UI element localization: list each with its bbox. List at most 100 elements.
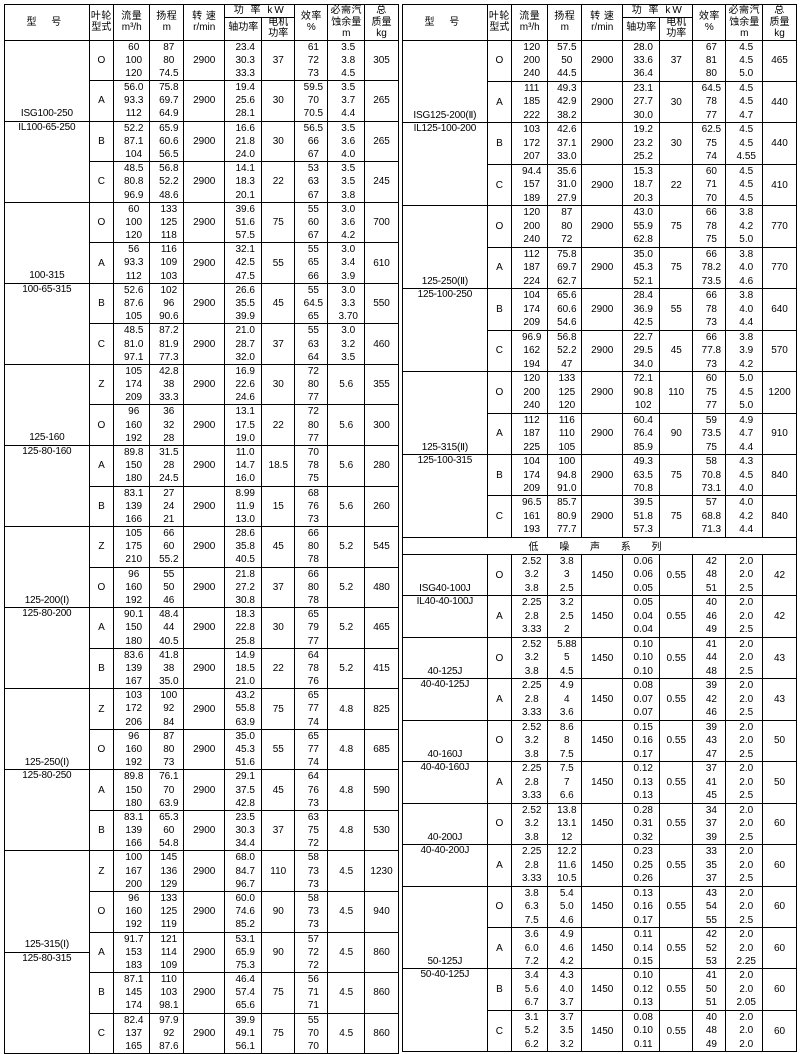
npsh-cell-line: 3.8 xyxy=(341,189,356,201)
head-cell: 85.7 80.9 77.7 xyxy=(547,495,583,538)
flow-cell-line: 3.6 xyxy=(524,929,539,941)
shaft-power-cell: 0.10 0.12 0.13 xyxy=(622,968,661,1011)
npsh-cell-line: 3.7 xyxy=(341,95,356,107)
efficiency-line: 65 xyxy=(307,690,319,702)
flow-cell: 112 187 225 xyxy=(511,412,549,456)
flow-cell-line: 185 xyxy=(523,96,541,108)
model-code-secondary: 40-40-200J xyxy=(420,845,470,857)
efficiency-line: 72 xyxy=(307,946,319,958)
shaft-power-cell: 0.11 0.14 0.15 xyxy=(622,927,661,970)
efficiency-line: 44 xyxy=(705,652,717,664)
speed-cell: 2900 xyxy=(581,163,624,207)
npsh-cell-line: 4.2 xyxy=(739,358,754,370)
flow-cell-line: 112 xyxy=(523,248,540,260)
speed-cell: 2900 xyxy=(581,39,624,82)
motor-power-cell: 110 xyxy=(261,850,296,892)
flow-cell: 2.52 3.2 3.8 xyxy=(511,553,549,597)
table-row: 100-315 100-65-315 O 60 100 120 133 125 118 2900 3… xyxy=(4,201,399,365)
efficiency-line: 51 xyxy=(705,997,717,1009)
npsh-cell: 2.0 2.0 2.5 xyxy=(725,553,764,597)
flow-cell-line: 3.2 xyxy=(524,818,539,830)
npsh-cell-line: 2.0 xyxy=(739,721,754,733)
head-cell-line: 38.2 xyxy=(557,109,577,121)
shaft-power-cell-line: 14.1 xyxy=(235,163,255,175)
npsh-cell: 4.8 xyxy=(327,769,366,811)
flow-cell-line: 87.6 xyxy=(124,297,144,309)
head-cell: 12.2 11.6 10.5 xyxy=(547,844,583,887)
shaft-power-cell: 60.0 74.6 85.2 xyxy=(224,890,263,933)
efficiency-line: 63 xyxy=(307,338,319,350)
header-head: 扬程 m xyxy=(547,4,583,41)
efficiency-cell: 66 78.2 73.5 xyxy=(692,246,727,290)
npsh-cell-line: 3.5 xyxy=(341,163,356,175)
weight-cell: 1230 xyxy=(364,850,399,892)
npsh-cell-line: 3.5 xyxy=(341,41,356,53)
weight-cell: 60 xyxy=(762,968,797,1011)
shaft-power-cell-line: 36.4 xyxy=(633,68,653,80)
npsh-cell-line: 3.8 xyxy=(341,54,356,66)
motor-power-cell: 110 xyxy=(659,371,694,414)
efficiency-cell: 68 76 73 xyxy=(294,485,329,528)
head-cell-line: 96 xyxy=(163,297,175,309)
npsh-cell-line: 2.5 xyxy=(739,873,754,885)
npsh-cell: 4.5 4.5 5.0 xyxy=(725,39,764,82)
motor-power-cell: 55 xyxy=(261,242,296,284)
npsh-cell-line: 2.5 xyxy=(739,582,754,594)
efficiency-line: 80 xyxy=(307,379,319,391)
model-label-cell: 100-315 100-65-315 xyxy=(4,201,90,365)
impeller-type-cell: A xyxy=(486,927,513,970)
flow-cell-line: 93.3 xyxy=(124,95,144,107)
header-efficiency: 效率% xyxy=(294,4,329,41)
shaft-power-cell-line: 0.10 xyxy=(633,1025,653,1037)
head-cell-line: 5 xyxy=(564,652,570,664)
shaft-power-cell: 11.0 14.7 16.0 xyxy=(224,444,263,487)
shaft-power-cell-line: 49.3 xyxy=(633,456,653,468)
efficiency-line: 37 xyxy=(705,763,717,775)
header-speed: 转 速 r/min xyxy=(183,4,226,41)
table-header-left: 型 号叶轮 型式 流量 m³/h 扬程 m 转 速 r/min 功 率 kW 效率% 必需汽 蚀余量 m… xyxy=(4,4,399,41)
efficiency-line: 66 xyxy=(705,290,717,302)
efficiency-line: 66 xyxy=(307,270,319,282)
npsh-cell-line: 3.0 xyxy=(341,325,356,337)
efficiency-line: 75 xyxy=(307,825,319,837)
efficiency-cell: 42 52 53 xyxy=(692,927,727,970)
shaft-power-cell-line: 20.1 xyxy=(235,189,255,201)
model-code-secondary: 125-100-250 xyxy=(417,289,473,301)
shaft-power-cell: 22.7 29.5 34.0 xyxy=(622,329,661,373)
weight-cell: 50 xyxy=(762,719,797,763)
shaft-power-cell-line: 19.0 xyxy=(235,432,255,444)
speed-cell: 1450 xyxy=(581,802,624,846)
efficiency-line: 78 xyxy=(705,220,717,232)
npsh-cell: 2.0 2.0 2.5 xyxy=(725,761,764,804)
header-row-bottom: 轴功率 电机 功率 xyxy=(5,16,399,41)
model-code-primary: 125-160 xyxy=(5,432,89,446)
shaft-power-cell-line: 33.3 xyxy=(235,67,255,79)
npsh-cell: 3.0 3.4 3.9 xyxy=(327,242,366,284)
efficiency-line: 78 xyxy=(307,594,319,606)
npsh-cell: 4.8 xyxy=(327,809,366,852)
shaft-power-cell-line: 0.12 xyxy=(633,983,653,995)
efficiency-line: 77.8 xyxy=(701,345,722,357)
head-cell-line: 32 xyxy=(163,419,175,431)
impeller-type-cell: B xyxy=(486,454,513,497)
flow-cell-line: 174 xyxy=(125,379,143,391)
flow-cell-line: 3.33 xyxy=(522,624,542,636)
motor-power-cell: 0.55 xyxy=(659,802,694,846)
efficiency-line: 53 xyxy=(307,163,319,175)
head-cell-line: 33.3 xyxy=(159,392,179,404)
flow-cell: 2.25 2.8 3.33 xyxy=(511,761,549,804)
shaft-power-cell-line: 63.5 xyxy=(633,469,653,481)
head-cell-line: 87 xyxy=(163,41,175,53)
flow-cell-line: 166 xyxy=(125,513,143,525)
efficiency-cell: 40 46 49 xyxy=(692,595,727,638)
shaft-power-cell-line: 25.6 xyxy=(235,95,255,107)
flow-cell-line: 192 xyxy=(125,919,143,931)
head-cell-line: 100 xyxy=(160,690,178,702)
efficiency-line: 75 xyxy=(705,137,717,149)
shaft-power-cell: 28.6 35.8 40.5 xyxy=(224,526,263,568)
efficiency-line: 70 xyxy=(307,446,319,458)
table-row: 40-125J 40-40-125J O 2.52 3.2 3.8 5.88 5 4.5 1450… xyxy=(402,636,797,721)
table-row: ISG40-100J IL40-40-100J O 2.52 3.2 3.8 3.8 3 2.5… xyxy=(402,553,797,638)
pump-spec-table-right: 型 号叶轮 型式 流量 m³/h 扬程 m 转 速 r/min 功 率 kW 效率% 必需汽 蚀余量 m… xyxy=(402,4,797,1053)
npsh-cell-line: 2.5 xyxy=(739,790,754,802)
